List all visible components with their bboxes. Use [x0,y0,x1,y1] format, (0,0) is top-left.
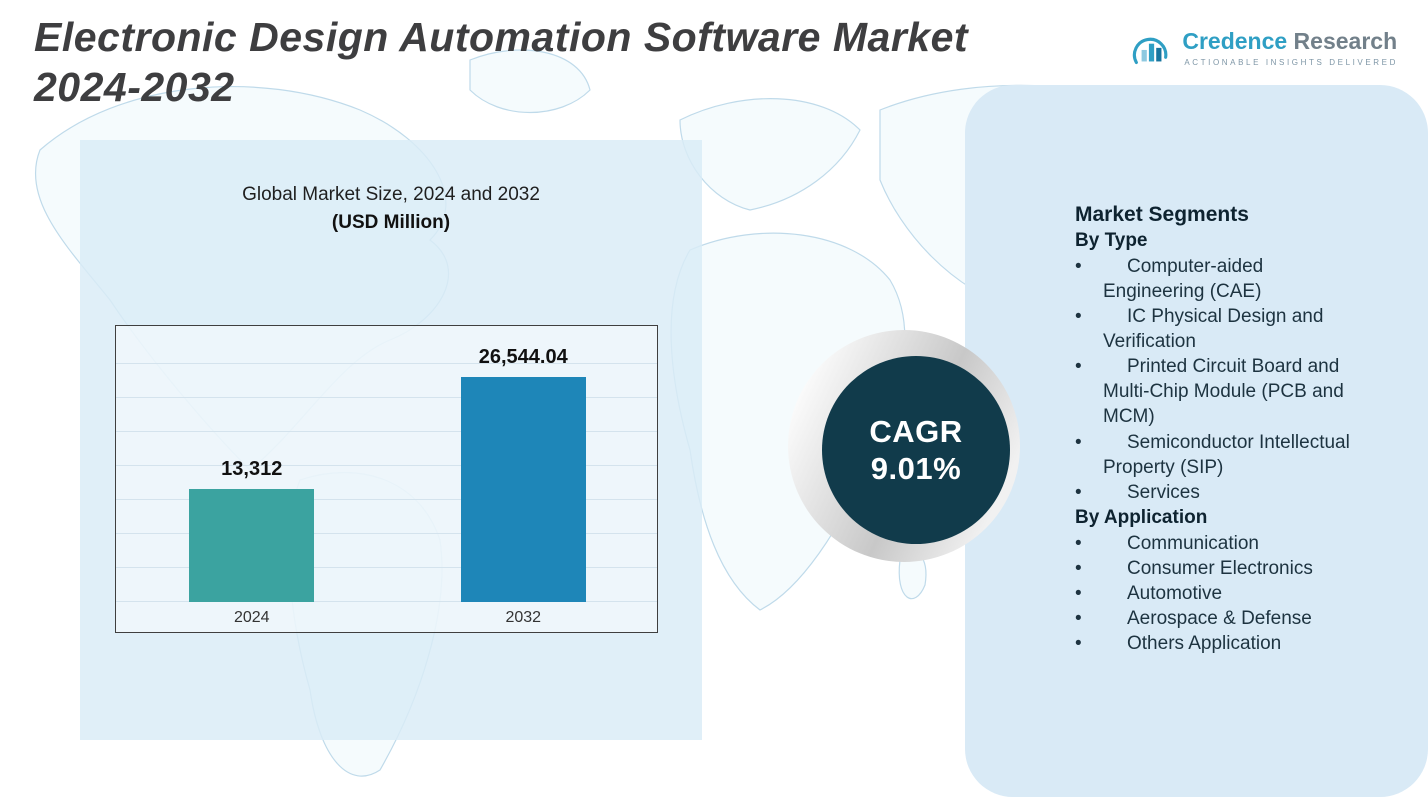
bullet-icon: • [1075,306,1082,328]
brand-tagline: Actionable Insights Delivered [1184,58,1398,67]
bar-2032 [460,377,586,602]
segment-item-label: Consumer Electronics [1127,557,1313,579]
segments-panel: Market Segments By Type • Computer-aided E… [965,85,1428,797]
segments-content: Market Segments By Type • Computer-aided E… [965,85,1428,656]
segment-item: • Consumer Electronics [1075,556,1368,581]
segment-item-label: Others Application [1127,633,1282,655]
chart-plot: 13,312 2024 26,544.04 2032 [115,325,658,633]
segment-item: • Printed Circuit Board and Multi-Chip Mo… [1075,354,1368,429]
bar-category-label: 2032 [505,609,542,626]
segment-item: • Computer-aided Engineering (CAE) [1075,254,1368,304]
segment-item: • Aerospace & Defense [1075,606,1368,631]
bullet-icon: • [1075,356,1082,378]
segment-item: • Communication [1075,531,1368,556]
segment-item: • Automotive [1075,581,1368,606]
segment-item-label: Computer-aided Engineering (CAE) [1103,256,1264,303]
segment-group-heading: By Type [1075,230,1148,251]
bar-2024 [189,489,315,602]
page-title: Electronic Design Automation Software Ma… [34,12,1144,112]
bullet-icon: • [1075,582,1082,604]
bullet-icon: • [1075,608,1082,630]
brand-name-primary: Credence [1182,28,1288,54]
brand-name-secondary: Research [1287,28,1398,54]
brand-text-block: Credence Research Actionable Insights De… [1182,28,1398,67]
brand-logo: Credence Research Actionable Insights De… [1128,28,1398,74]
bullet-icon: • [1075,557,1082,579]
segment-item-label: Services [1127,481,1200,503]
bullet-icon: • [1075,431,1082,453]
cagr-value: 9.01% [870,451,962,486]
segment-item-label: Aerospace & Defense [1127,608,1312,630]
cagr-label: CAGR [869,413,963,449]
cagr-badge: CAGR 9.01% [788,330,1028,570]
page-title-line1: Electronic Design Automation Software Ma… [34,14,969,60]
bullet-icon: • [1075,633,1082,655]
bullet-icon: • [1075,532,1082,554]
segment-item-label: Printed Circuit Board and Multi-Chip Mod… [1103,356,1344,428]
segment-groups: By Type • Computer-aided Engineering (CAE)… [1075,230,1368,656]
bullet-icon: • [1075,481,1082,503]
map-greenland [469,49,591,113]
segment-item: • Services [1075,480,1368,505]
brand-name: Credence Research [1182,28,1398,55]
credence-logo-icon [1133,37,1168,65]
chart-title: Global Market Size, 2024 and 2032 [242,184,540,205]
bar-category-label: 2024 [233,609,270,626]
segment-group-heading: By Application [1075,506,1208,528]
bullet-icon: • [1075,256,1082,277]
segment-item-label: IC Physical Design and Verification [1103,306,1324,353]
segment-item: • IC Physical Design and Verification [1075,304,1368,354]
segment-item-label: Automotive [1127,582,1223,604]
bar-value-label: 13,312 [221,458,283,481]
bar-value-label: 26,544.04 [478,346,568,368]
page-title-line2: 2024-2032 [34,64,235,111]
chart-subtitle: (USD Million) [331,212,451,233]
cagr-circle: CAGR 9.01% [822,356,1010,544]
segment-item-label: Communication [1127,532,1259,554]
segment-item: • Semiconductor Intellectual Property (SI… [1075,430,1368,480]
chart-panel: Global Market Size, 2024 and 2032 (USD M… [80,140,702,740]
map-europe [679,98,861,211]
segment-item: • Others Application [1075,631,1368,656]
segment-item-label: Semiconductor Intellectual Property (SIP… [1103,431,1350,478]
segments-title: Market Segments [1075,203,1249,226]
